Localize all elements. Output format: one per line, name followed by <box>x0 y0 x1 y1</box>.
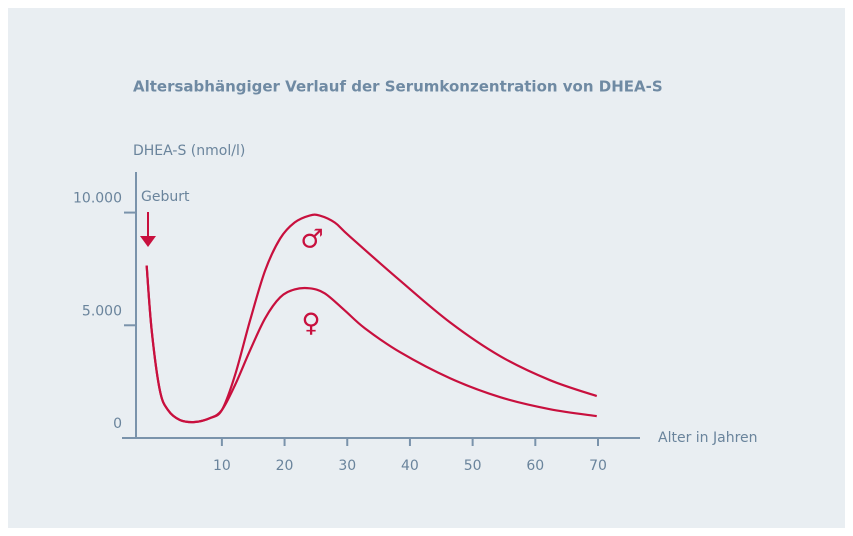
x-tick-label: 70 <box>589 458 607 474</box>
x-tick-label: 30 <box>338 458 356 474</box>
line-series <box>145 265 597 424</box>
x-tick-label: 50 <box>464 458 482 474</box>
y-tick-label: 10.000 <box>73 191 122 207</box>
x-tick-label: 10 <box>213 458 231 474</box>
y-axis-label: DHEA-S (nmol/l) <box>133 143 245 159</box>
x-tick-label: 40 <box>401 458 419 474</box>
x-tick-label: 60 <box>526 458 544 474</box>
series-label: ♀ <box>301 309 320 339</box>
x-tick-label: 20 <box>276 458 294 474</box>
arrow-head <box>140 236 156 247</box>
chart-title: Altersabhängiger Verlauf der Serumkonzen… <box>133 78 663 96</box>
annotation: Geburt <box>141 189 190 205</box>
x-axis-label: Alter in Jahren <box>658 430 758 446</box>
series-label: ♂ <box>300 225 323 255</box>
y-tick-label: 0 <box>113 416 122 432</box>
y-tick-label: 5.000 <box>82 303 122 319</box>
